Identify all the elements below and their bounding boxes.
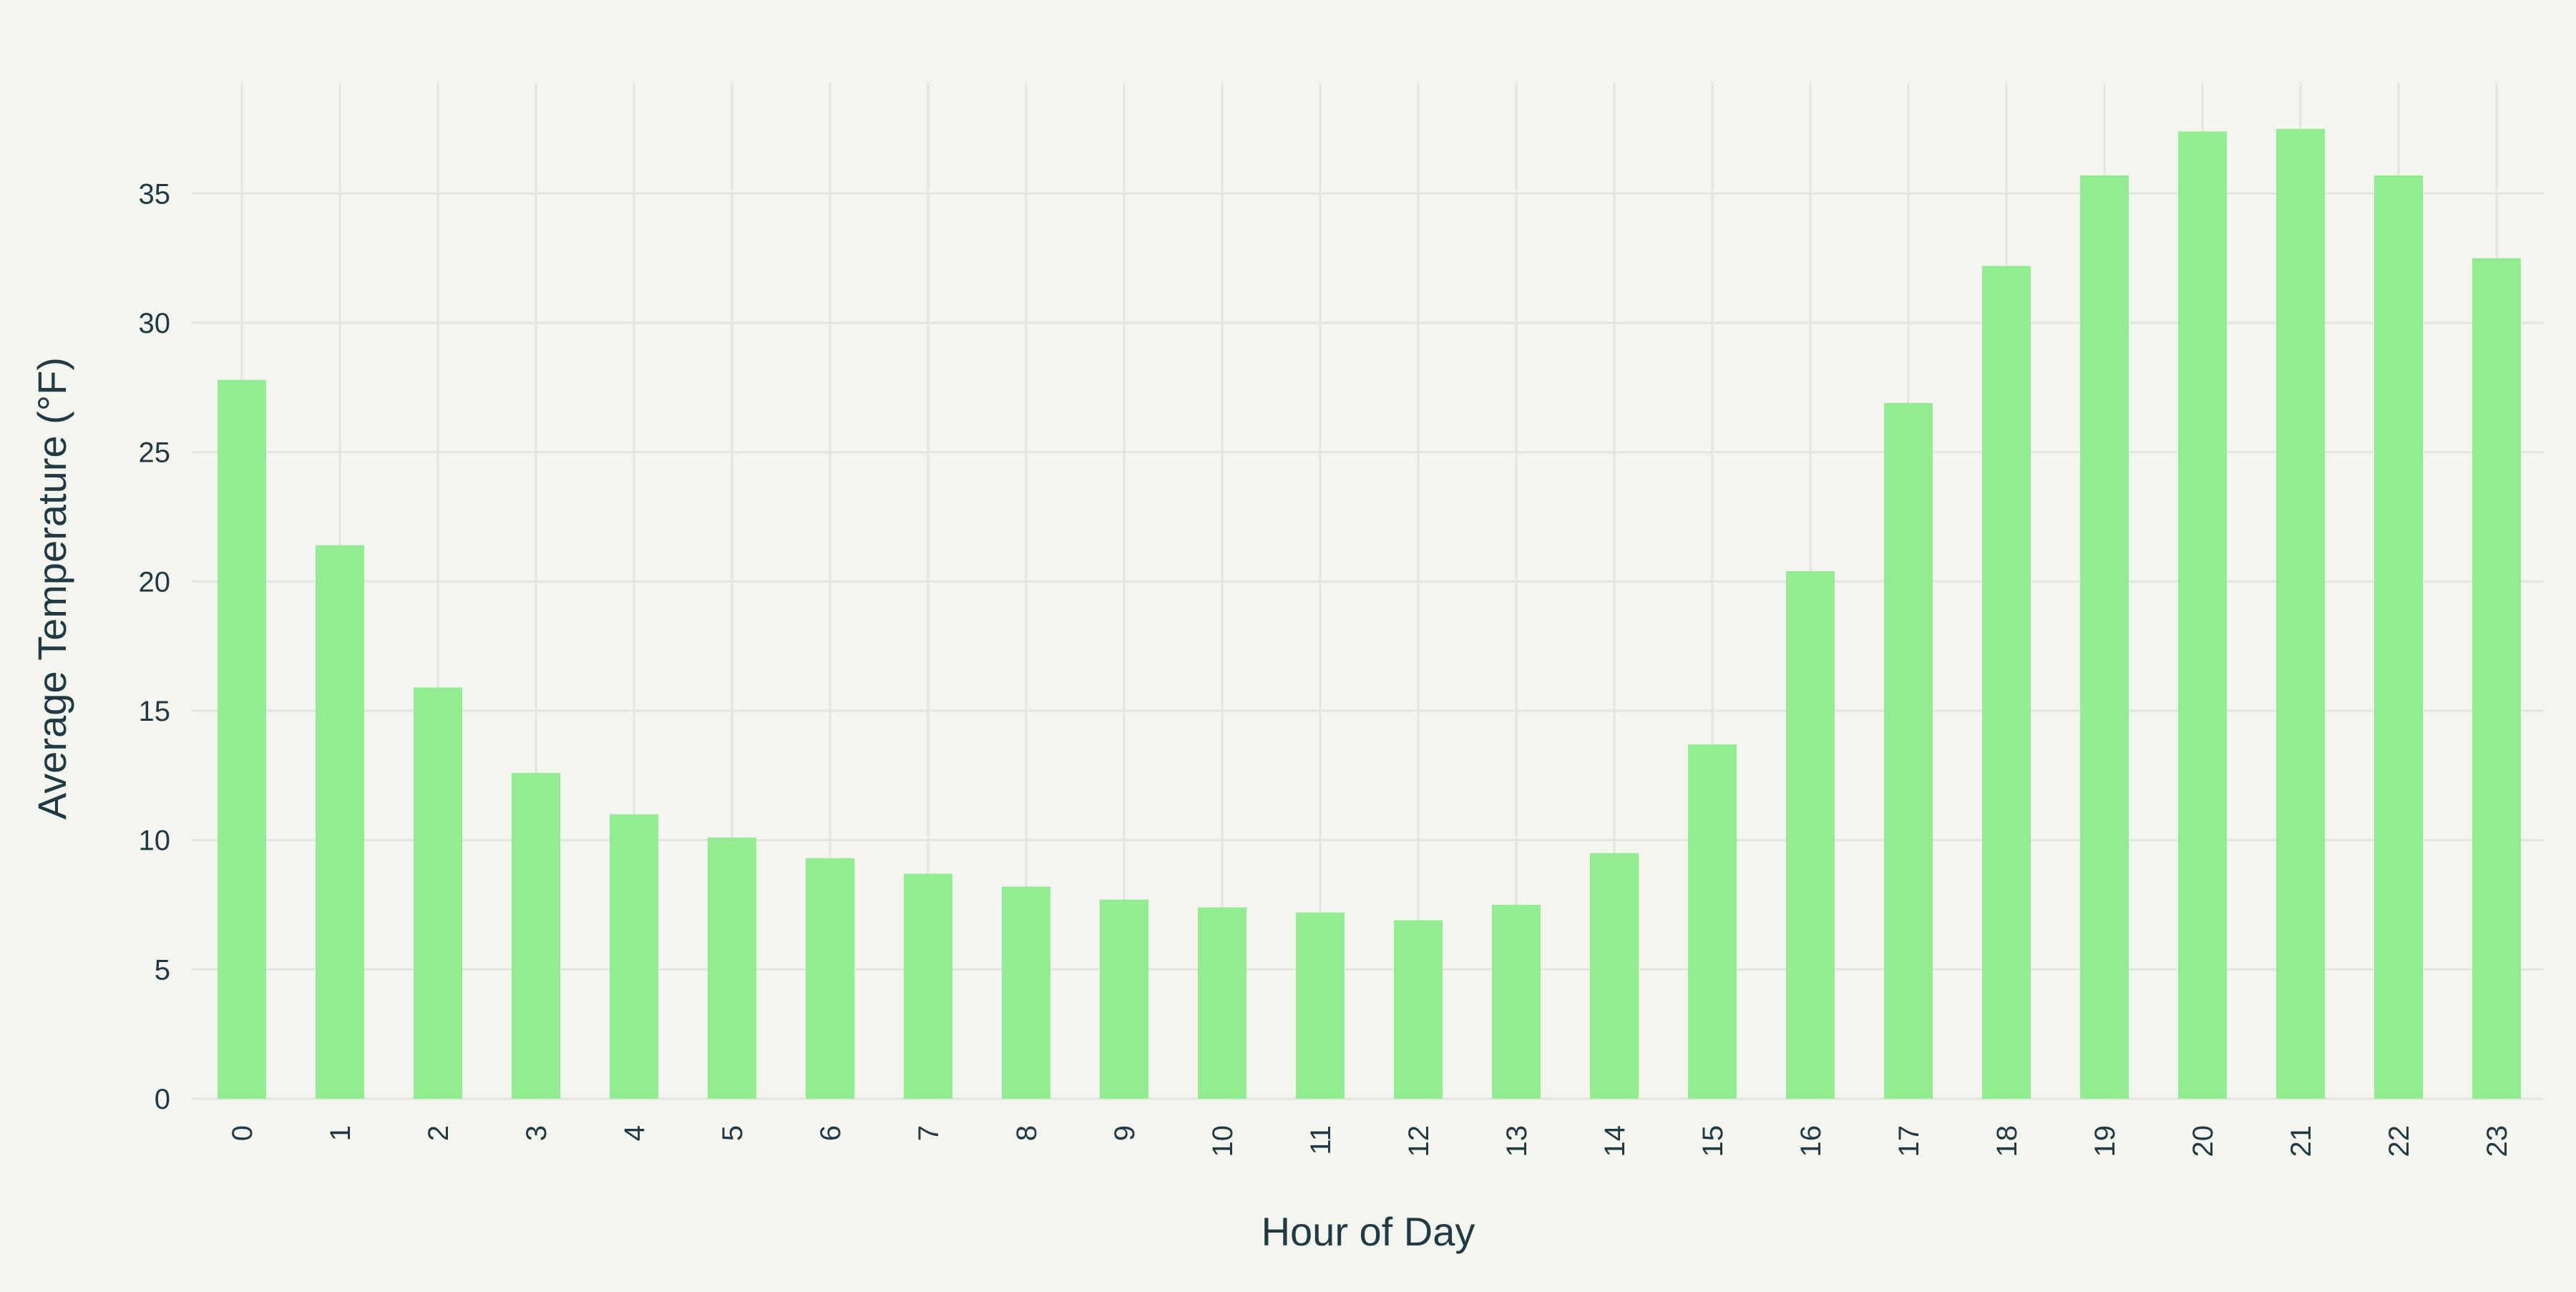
x-tick-label: 0 (227, 1125, 258, 1141)
x-tick-label: 16 (1795, 1125, 1827, 1157)
x-tick-label: 1 (325, 1125, 356, 1141)
bar-hour-11 (1296, 912, 1345, 1099)
x-tick-label: 22 (2384, 1125, 2415, 1157)
x-tick-label: 6 (815, 1125, 847, 1141)
bar-hour-14 (1590, 853, 1639, 1099)
x-tick-label: 12 (1403, 1125, 1435, 1157)
x-tick-label: 9 (1109, 1125, 1141, 1141)
bar-hour-8 (1002, 886, 1050, 1099)
x-tick-label: 18 (1991, 1125, 2023, 1157)
y-tick-label: 10 (139, 825, 171, 857)
bar-hour-17 (1884, 403, 1933, 1099)
x-tick-label: 20 (2187, 1125, 2219, 1157)
y-tick-label: 25 (139, 437, 171, 469)
y-axis-title: Average Temperature (°F) (29, 357, 74, 820)
x-tick-label: 4 (619, 1125, 650, 1141)
x-tick-label: 8 (1011, 1125, 1043, 1141)
bar-hour-10 (1198, 907, 1246, 1099)
x-axis-title: Hour of Day (1262, 1209, 1475, 1254)
bar-hour-15 (1688, 744, 1737, 1099)
bar-layer (218, 129, 2521, 1099)
x-tick-label: 14 (1599, 1125, 1631, 1157)
bar-hour-6 (806, 858, 854, 1099)
bar-hour-3 (512, 772, 560, 1099)
bar-hour-0 (218, 379, 266, 1099)
bar-hour-16 (1786, 570, 1835, 1099)
bar-hour-5 (708, 837, 756, 1099)
bar-hour-21 (2276, 129, 2325, 1099)
bar-hour-4 (610, 814, 658, 1099)
x-tick-label: 19 (2089, 1125, 2121, 1157)
y-tick-label: 20 (139, 566, 171, 598)
x-tick-label: 5 (717, 1125, 748, 1141)
x-tick-label: 3 (521, 1125, 552, 1141)
bar-hour-1 (316, 545, 364, 1099)
bar-hour-18 (1982, 266, 2031, 1099)
x-tick-label: 13 (1501, 1125, 1533, 1157)
y-tick-label: 5 (155, 954, 170, 986)
bar-hour-20 (2178, 131, 2227, 1099)
x-tick-label: 11 (1305, 1125, 1337, 1155)
bar-hour-7 (904, 873, 952, 1099)
x-tick-layer: 0 1 2 3 4 5 6 7 8 9 10 11 12 13 14 15 16 17 18 19 20 21 22 23 (227, 1125, 2513, 1157)
bar-hour-13 (1492, 905, 1541, 1099)
y-tick-label: 35 (139, 178, 171, 210)
bar-hour-9 (1100, 899, 1148, 1099)
x-tick-label: 2 (423, 1125, 454, 1141)
y-tick-layer: 0 5 10 15 20 25 30 35 (139, 178, 171, 1115)
bar-hour-2 (414, 687, 462, 1099)
x-tick-label: 21 (2285, 1125, 2317, 1157)
bar-hour-19 (2080, 175, 2129, 1099)
bar-hour-22 (2374, 175, 2423, 1099)
bar-hour-12 (1394, 920, 1443, 1099)
x-tick-label: 17 (1893, 1125, 1925, 1157)
x-tick-label: 15 (1697, 1125, 1729, 1157)
x-tick-label: 10 (1207, 1125, 1239, 1157)
y-tick-label: 30 (139, 308, 171, 339)
y-tick-label: 15 (139, 696, 171, 727)
x-tick-label: 7 (913, 1125, 945, 1141)
bar-hour-23 (2472, 258, 2521, 1099)
y-tick-label: 0 (155, 1084, 170, 1115)
x-tick-label: 23 (2482, 1125, 2513, 1157)
